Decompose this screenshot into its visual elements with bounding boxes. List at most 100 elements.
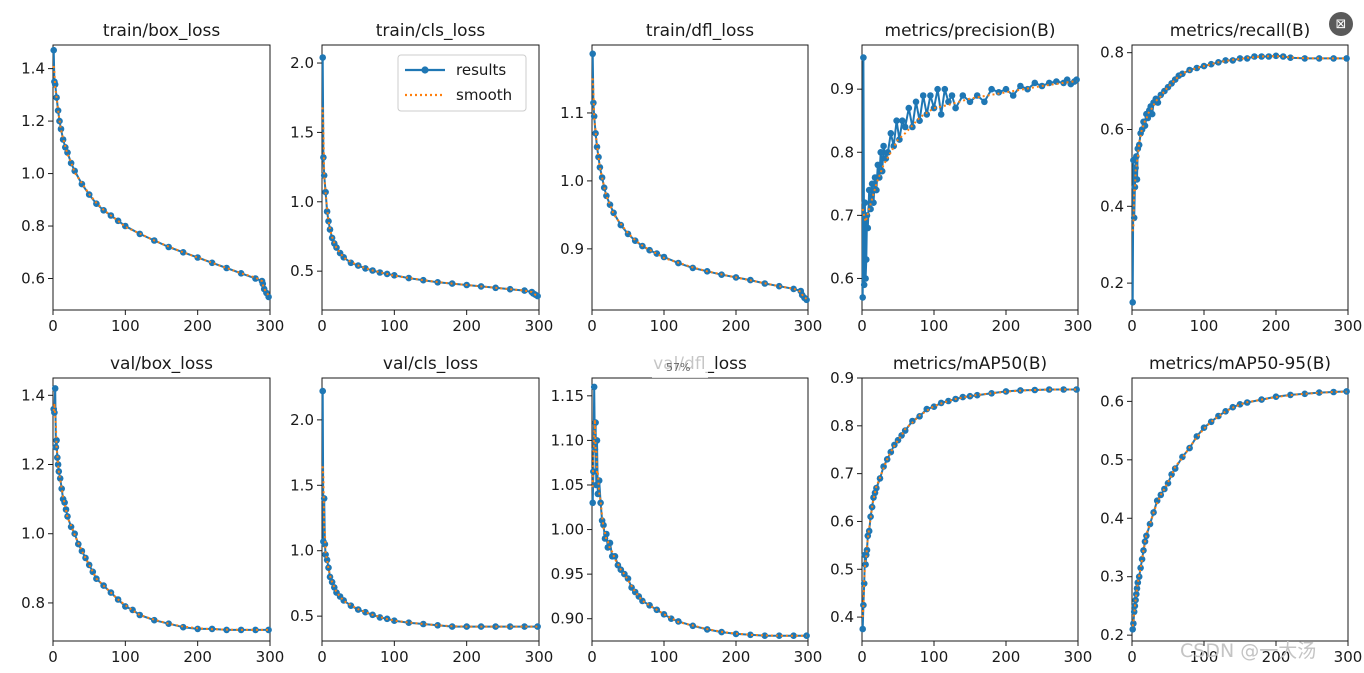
results-point xyxy=(860,281,868,289)
results-point xyxy=(893,117,900,124)
results-point xyxy=(973,391,981,399)
smooth-line xyxy=(321,107,538,297)
x-tick-label: 0 xyxy=(587,648,597,666)
results-point xyxy=(909,123,916,131)
results-point xyxy=(391,617,398,624)
results-point xyxy=(265,626,272,634)
results-line xyxy=(861,56,1078,298)
results-point xyxy=(1134,579,1142,586)
results-point xyxy=(865,186,873,194)
results-point xyxy=(321,540,329,548)
results-point xyxy=(1133,590,1140,598)
results-point xyxy=(1130,620,1137,627)
y-tick-label: 1.00 xyxy=(551,521,584,539)
results-point xyxy=(803,296,810,304)
chart-title: train/cls_loss xyxy=(376,21,486,41)
results-point xyxy=(867,205,874,213)
x-tick-label: 200 xyxy=(183,648,212,666)
results-point xyxy=(923,111,931,118)
y-tick-label: 1.05 xyxy=(551,476,584,494)
x-tick-label: 300 xyxy=(256,317,285,335)
y-tick-label: 1.4 xyxy=(21,386,45,404)
results-point xyxy=(594,490,602,498)
x-tick-label: 300 xyxy=(525,317,554,335)
x-tick-label: 100 xyxy=(111,317,140,335)
results-point xyxy=(405,274,413,282)
y-tick-label: 0.90 xyxy=(551,610,584,628)
results-point xyxy=(320,495,328,502)
x-tick-label: 0 xyxy=(857,317,867,335)
x-tick-label: 200 xyxy=(452,317,481,335)
y-tick-label: 1.5 xyxy=(290,123,314,141)
y-tick-label: 0.2 xyxy=(1100,626,1124,644)
results-point xyxy=(78,547,86,555)
results-point xyxy=(912,98,920,106)
results-point xyxy=(1137,564,1144,572)
results-point xyxy=(598,174,606,181)
results-point xyxy=(988,390,995,397)
results-point xyxy=(1063,76,1071,83)
results-point xyxy=(603,530,610,538)
results-point xyxy=(981,98,988,106)
results-point xyxy=(600,521,607,529)
results-point xyxy=(323,556,331,564)
results-point xyxy=(1330,388,1337,396)
results-point xyxy=(1002,85,1010,93)
smooth-line xyxy=(591,78,808,300)
results-point xyxy=(859,625,866,633)
y-tick-label: 0.8 xyxy=(1100,44,1124,62)
results-point xyxy=(899,117,906,124)
x-tick-label: 200 xyxy=(452,648,481,666)
results-point xyxy=(319,387,327,395)
x-tick-label: 300 xyxy=(1334,648,1363,666)
results-point xyxy=(1138,555,1146,563)
chart-title: metrics/mAP50(B) xyxy=(893,354,1047,374)
x-tick-label: 0 xyxy=(1127,648,1137,666)
plot-frame xyxy=(861,377,1079,642)
results-point xyxy=(930,104,938,112)
chart-panel-6: val/box_loss 0 100 200 300 0.8 1.0 1.2 1.4 xyxy=(21,354,284,666)
plot-frame xyxy=(321,377,540,642)
results-point xyxy=(590,383,598,391)
image-search-icon[interactable]: ⊠ xyxy=(1329,12,1353,36)
results-line xyxy=(1131,390,1347,630)
x-tick-label: 0 xyxy=(48,317,58,335)
x-tick-label: 0 xyxy=(1127,317,1137,335)
x-tick-label: 200 xyxy=(1262,648,1291,666)
x-tick-label: 100 xyxy=(920,648,949,666)
x-tick-label: 300 xyxy=(794,648,823,666)
results-point xyxy=(325,217,332,225)
plot-frame xyxy=(591,377,809,642)
results-point xyxy=(887,130,895,137)
y-tick-label: 0.4 xyxy=(830,608,854,626)
legend-results-marker xyxy=(421,66,429,74)
results-point xyxy=(863,546,871,554)
results-point xyxy=(611,553,619,560)
x-tick-label: 200 xyxy=(722,317,751,335)
results-point xyxy=(252,626,259,634)
chart-panel-3: train/dfl_loss 0 100 200 300 0.9 1.0 1.1 xyxy=(560,21,822,335)
y-tick-label: 0.4 xyxy=(1100,509,1124,527)
results-point xyxy=(901,123,909,131)
y-tick-label: 0.5 xyxy=(290,607,314,625)
results-point xyxy=(868,180,876,188)
results-point xyxy=(62,506,70,513)
y-tick-label: 1.0 xyxy=(560,172,584,190)
x-tick-label: 0 xyxy=(587,317,597,335)
results-point xyxy=(252,275,259,282)
x-tick-label: 300 xyxy=(256,648,285,666)
y-tick-label: 1.0 xyxy=(21,525,45,543)
x-tick-label: 300 xyxy=(794,317,823,335)
results-point xyxy=(1130,214,1138,222)
results-point xyxy=(1272,52,1280,60)
results-point xyxy=(646,246,653,254)
results-point xyxy=(747,631,754,639)
results-point xyxy=(1207,60,1215,68)
results-point xyxy=(959,92,967,99)
results-point xyxy=(941,85,949,93)
results-point xyxy=(589,499,596,507)
smooth-line xyxy=(861,388,1077,618)
results-point xyxy=(877,149,884,156)
results-point xyxy=(58,485,65,493)
results-point xyxy=(937,111,945,118)
